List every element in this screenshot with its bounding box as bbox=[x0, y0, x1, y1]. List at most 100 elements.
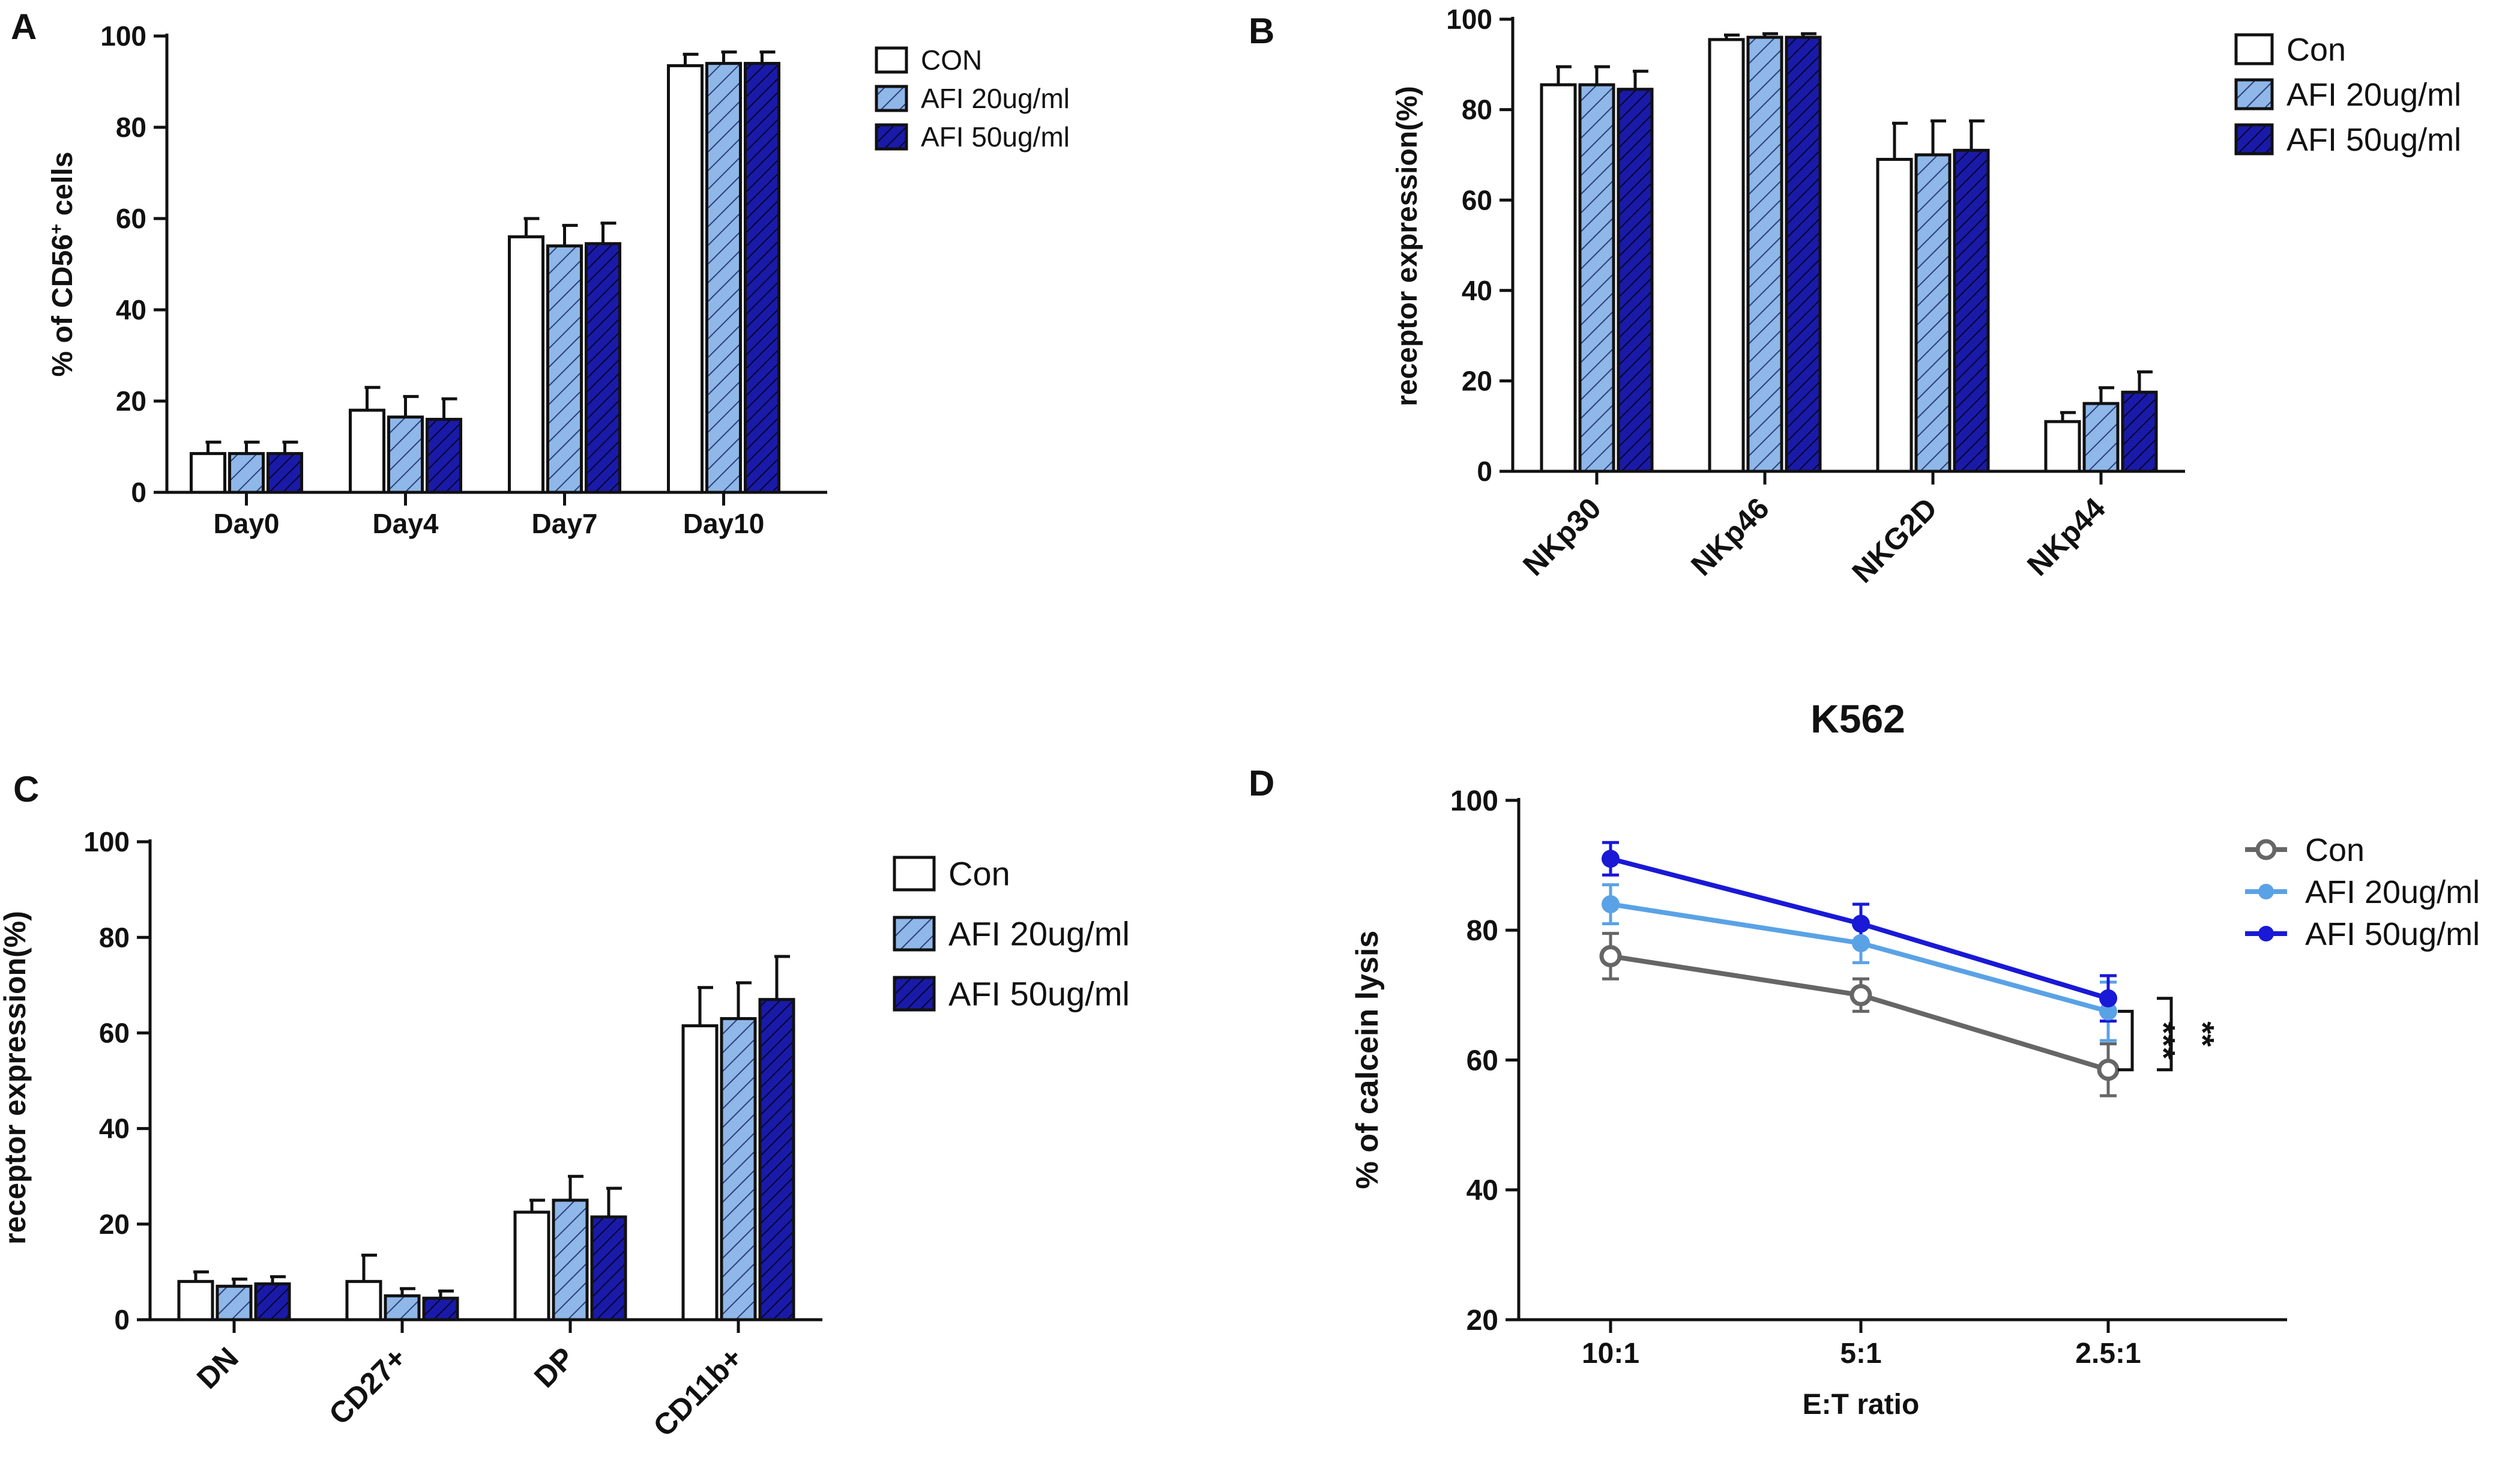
bar-con bbox=[177, 1279, 214, 1322]
significance-label: ** bbox=[2184, 1021, 2220, 1047]
bar-afi-20ug-ml bbox=[552, 1198, 589, 1322]
y-tick-label: 60 bbox=[1462, 184, 1492, 216]
panel-b: B 0 20 40 60 80 100 receptor expression(%) NKp30… bbox=[1249, 4, 2461, 589]
bar-afi-50ug-ml bbox=[585, 242, 621, 494]
legend-swatch bbox=[875, 85, 908, 112]
legend-label: AFI 20ug/ml bbox=[2305, 874, 2480, 910]
x-tick-label: Day4 bbox=[373, 508, 439, 539]
x-tick-label: Day7 bbox=[532, 508, 598, 539]
legend-swatch bbox=[2234, 123, 2274, 156]
bar-afi-20ug-ml bbox=[1746, 35, 1783, 473]
bar-afi-50ug-ml bbox=[422, 1296, 459, 1322]
bar-con bbox=[190, 452, 226, 494]
bar-afi-20ug-ml bbox=[384, 1294, 421, 1322]
data-point bbox=[1852, 934, 1870, 952]
legend-label: AFI 50ug/ml bbox=[2286, 122, 2461, 158]
x-tick-label: DN bbox=[190, 1341, 245, 1395]
y-axis-title: receptor expression(%) bbox=[0, 911, 32, 1245]
bar-afi-20ug-ml bbox=[387, 415, 424, 494]
bar-afi-20ug-ml bbox=[720, 1017, 757, 1322]
legend-swatch bbox=[875, 46, 908, 74]
panel-label-d: D bbox=[1249, 763, 1274, 803]
bar-con bbox=[2044, 420, 2081, 473]
bar-afi-20ug-ml bbox=[2082, 402, 2120, 473]
data-point bbox=[2099, 989, 2117, 1007]
y-axis-title: receptor expression(%) bbox=[1391, 86, 1423, 406]
y-tick-label: 60 bbox=[1466, 1045, 1498, 1077]
legend-swatch bbox=[2234, 78, 2274, 110]
y-tick-label: 20 bbox=[99, 1209, 130, 1240]
x-tick-label: NKp46 bbox=[1684, 491, 1776, 582]
y-tick-label: 20 bbox=[1462, 366, 1492, 397]
bar-afi-50ug-ml bbox=[2121, 390, 2158, 473]
y-axis-title-sup: + bbox=[47, 224, 67, 234]
x-tick-label: Day0 bbox=[214, 508, 280, 539]
x-tick-label: NKp30 bbox=[1516, 491, 1608, 582]
y-tick-label: 80 bbox=[1466, 915, 1498, 947]
panel-label-c: C bbox=[13, 769, 39, 809]
bar-afi-50ug-ml bbox=[1785, 35, 1822, 473]
x-tick-label: 10:1 bbox=[1582, 1338, 1639, 1370]
legend-label: Con bbox=[2305, 832, 2365, 868]
bar-afi-50ug-ml bbox=[744, 62, 780, 494]
bar-con bbox=[345, 1279, 382, 1322]
y-tick-label: 60 bbox=[116, 203, 146, 234]
x-tick-label: DP bbox=[528, 1341, 581, 1394]
y-tick-label: 80 bbox=[99, 922, 130, 953]
y-tick-label: 0 bbox=[131, 477, 146, 508]
y-tick-label: 80 bbox=[1462, 94, 1492, 125]
legend-swatch bbox=[875, 123, 908, 151]
legend-label: AFI 50ug/ml bbox=[921, 121, 1070, 153]
bar-afi-50ug-ml bbox=[267, 452, 303, 494]
legend-label: AFI 20ug/ml bbox=[948, 915, 1130, 953]
y-tick-label: 0 bbox=[114, 1304, 130, 1335]
panel-label-a: A bbox=[11, 7, 37, 47]
y-tick-label: 40 bbox=[1462, 275, 1492, 306]
y-tick-label: 0 bbox=[1477, 456, 1492, 487]
legend-label: Con bbox=[2286, 32, 2346, 68]
bar-afi-20ug-ml bbox=[1914, 153, 1952, 473]
legend-marker bbox=[2255, 839, 2277, 860]
panel-label-b: B bbox=[1249, 11, 1274, 51]
legend-swatch bbox=[893, 976, 936, 1012]
legend-marker bbox=[2258, 884, 2274, 899]
legend-marker bbox=[2258, 926, 2274, 941]
bar-con bbox=[1876, 157, 1913, 473]
bar-afi-20ug-ml bbox=[228, 452, 265, 494]
panel-d: D K562 20 40 60 80 100 10:1 5:1 2.5:1 E:T ratio % o… bbox=[1249, 696, 2480, 1421]
y-tick-label: 40 bbox=[1466, 1175, 1498, 1207]
x-tick-label: CD11b+ bbox=[647, 1341, 749, 1443]
x-tick-label: CD27+ bbox=[322, 1341, 413, 1431]
x-tick-label: NKG2D bbox=[1845, 491, 1943, 589]
legend-label: Con bbox=[948, 855, 1010, 893]
y-tick-label: 20 bbox=[116, 385, 146, 417]
panel-a: A 0 20 40 60 80 100 % of CD56+ cells Day0 Day4 Day… bbox=[11, 7, 1070, 539]
legend-label: CON bbox=[921, 44, 982, 76]
series-line-con bbox=[1610, 953, 2109, 1072]
bar-afi-50ug-ml bbox=[1953, 148, 1990, 473]
y-tick-label: 80 bbox=[116, 112, 146, 143]
data-point bbox=[1599, 945, 1622, 967]
bar-afi-20ug-ml bbox=[216, 1284, 253, 1322]
x-axis-title: E:T ratio bbox=[1803, 1389, 1920, 1421]
bar-afi-20ug-ml bbox=[1578, 83, 1615, 473]
bar-con bbox=[508, 235, 544, 494]
legend-label: AFI 20ug/ml bbox=[921, 83, 1070, 114]
legend-swatch bbox=[893, 916, 936, 952]
y-tick-label: 100 bbox=[1446, 4, 1492, 35]
y-tick-label: 60 bbox=[99, 1018, 130, 1049]
bar-afi-50ug-ml bbox=[1617, 88, 1654, 473]
bar-con bbox=[1708, 38, 1745, 473]
x-tick-label: NKp44 bbox=[2021, 491, 2112, 582]
data-point bbox=[1849, 983, 1872, 1006]
panel-c: C 0 20 40 60 80 100 receptor expression(%) DN CD2… bbox=[0, 769, 1130, 1443]
y-tick-label: 40 bbox=[116, 294, 146, 325]
bar-afi-50ug-ml bbox=[254, 1282, 291, 1322]
bar-afi-20ug-ml bbox=[546, 244, 583, 494]
bar-con bbox=[667, 64, 704, 494]
significance-bracket bbox=[2157, 997, 2173, 1072]
legend-swatch bbox=[893, 856, 936, 892]
y-tick-label: 20 bbox=[1466, 1305, 1498, 1337]
bar-con bbox=[1540, 83, 1577, 473]
